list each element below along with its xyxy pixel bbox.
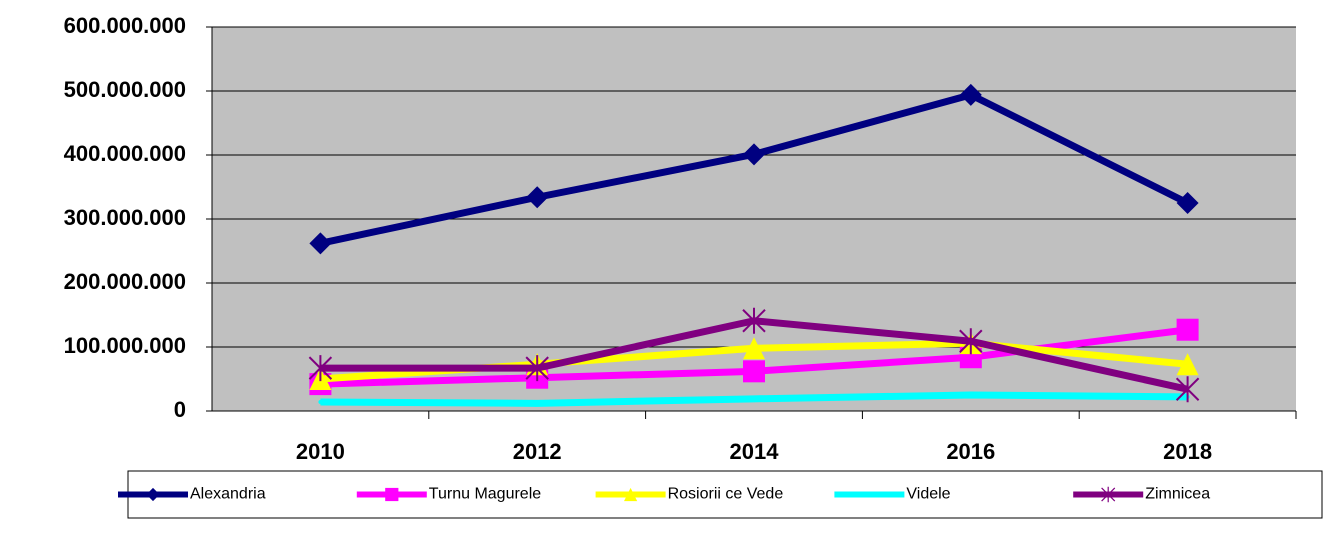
marker [1176, 353, 1199, 376]
marker [1176, 192, 1199, 214]
x-tick-label: 2016 [946, 439, 995, 464]
marker [1101, 486, 1116, 503]
marker [385, 487, 399, 502]
marker [1176, 318, 1199, 341]
legend-label: Zimnicea [1145, 486, 1210, 503]
y-tick-label: 0 [174, 397, 186, 422]
y-tick-label: 600.000.000 [64, 13, 186, 38]
y-tick-label: 200.000.000 [64, 269, 186, 294]
legend-marker [868, 493, 871, 496]
marker [309, 232, 332, 255]
marker [1175, 376, 1200, 403]
marker [959, 328, 983, 355]
legend-label: Turnu Magurele [429, 486, 541, 503]
legend-marker [385, 487, 399, 502]
marker [743, 337, 765, 360]
legend-label: Videle [906, 486, 950, 503]
marker [868, 493, 871, 496]
y-tick-label: 100.000.000 [64, 333, 186, 358]
legend-label: Alexandria [190, 486, 266, 503]
legend-label: Rosiorii ce Vede [668, 486, 784, 503]
marker [743, 360, 765, 383]
marker [146, 487, 160, 502]
legend-marker [146, 487, 160, 502]
legend-marker [1101, 486, 1116, 503]
marker [318, 400, 323, 405]
x-tick-label: 2014 [730, 439, 780, 464]
marker [743, 143, 765, 166]
marker [752, 396, 756, 401]
x-tick-label: 2010 [296, 439, 345, 464]
y-tick-label: 400.000.000 [64, 141, 186, 166]
y-tick-label: 500.000.000 [64, 77, 186, 102]
x-tick-label: 2012 [513, 439, 562, 464]
y-tick-label: 300.000.000 [64, 205, 186, 230]
marker [308, 355, 333, 382]
marker [526, 186, 549, 209]
marker [742, 307, 766, 334]
legend-marker [624, 487, 638, 502]
marker [959, 83, 982, 106]
marker [624, 487, 638, 502]
marker [968, 393, 973, 397]
x-tick-label: 2018 [1163, 439, 1212, 464]
marker [535, 401, 540, 406]
marker [525, 355, 549, 382]
